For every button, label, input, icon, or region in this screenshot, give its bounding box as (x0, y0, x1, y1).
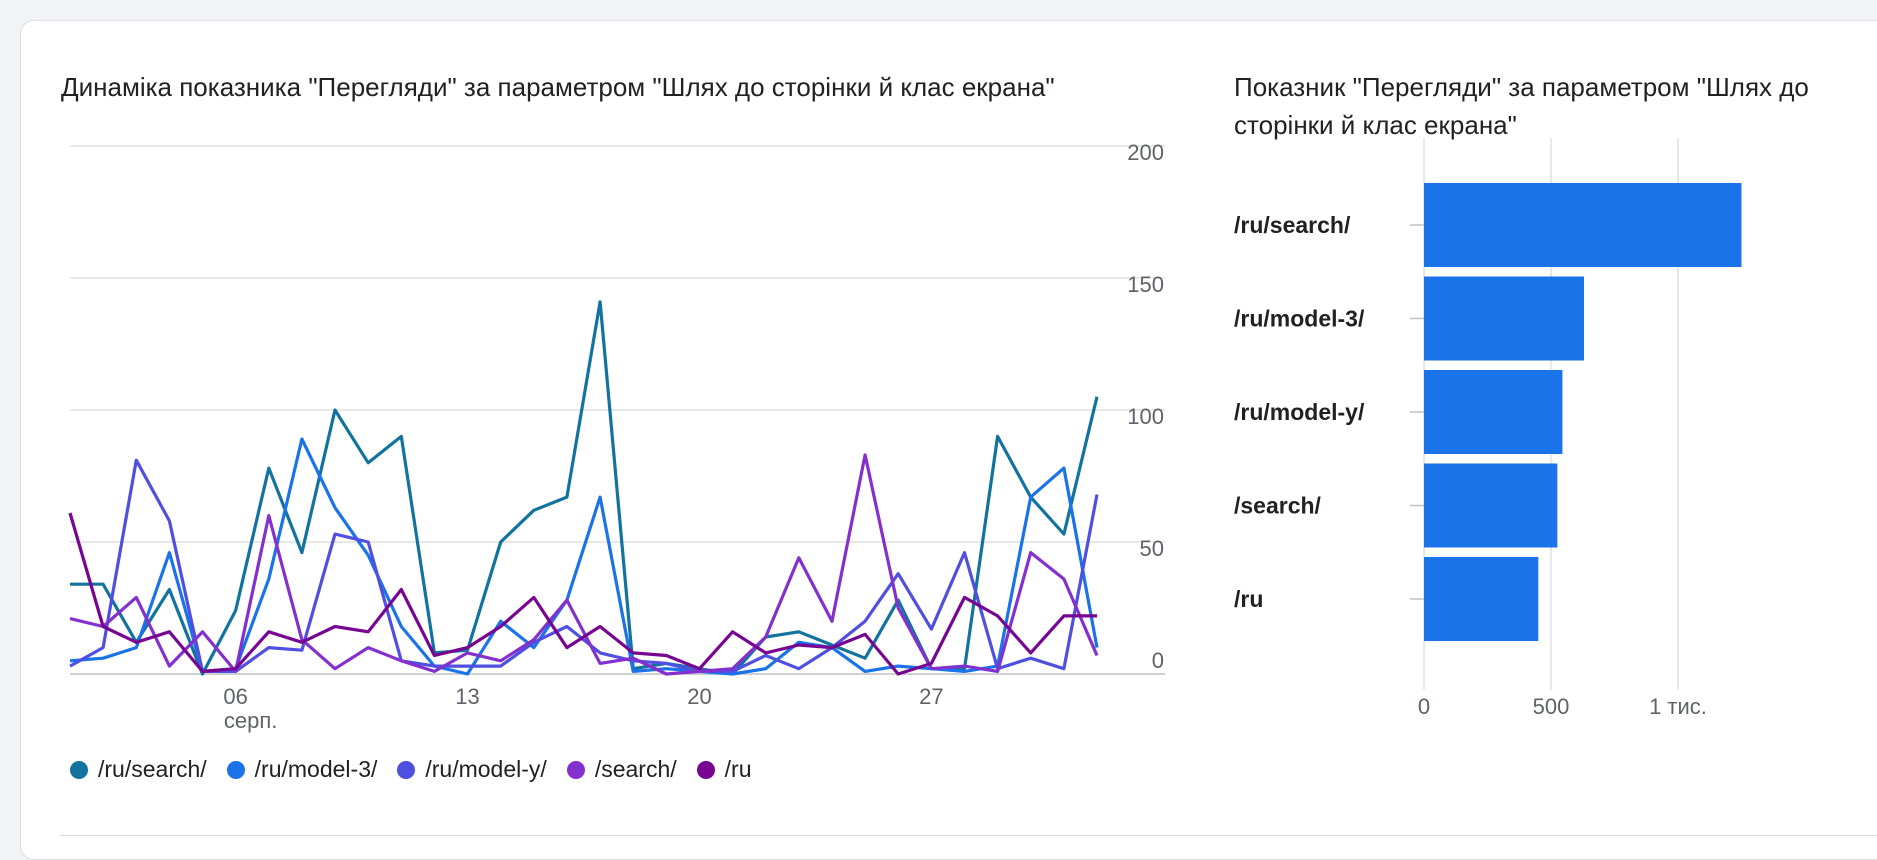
legend-label: /ru (724, 756, 752, 782)
line-chart-title: Динаміка показника "Перегляди" за параме… (61, 72, 1055, 102)
legend-label: /ru/model-3/ (254, 756, 378, 782)
legend-item[interactable]: /search/ (566, 756, 677, 783)
line-x-tick-label: 20 (687, 684, 711, 709)
bar-category-label: /ru (1234, 586, 1263, 612)
legend-dot-icon (696, 760, 715, 779)
legend-label: /search/ (594, 756, 677, 782)
line-y-tick-label: 150 (1127, 272, 1164, 297)
line-series-4 (68, 512, 1097, 676)
line-y-tick-label: 0 (1152, 648, 1164, 673)
legend-item[interactable]: /ru/model-3/ (226, 756, 378, 783)
line-chart-legend: /ru/search/ /ru/model-3/ /ru/model-y/ /sear… (70, 756, 751, 783)
line-x-tick-label: 27 (919, 684, 943, 709)
line-y-tick-label: 100 (1127, 404, 1164, 429)
bar-category-label: /ru/model-3/ (1234, 306, 1365, 332)
bar-x-tick-label: 0 (1418, 694, 1430, 719)
line-x-tick-label: 06 (223, 684, 247, 709)
line-y-tick-label: 50 (1140, 536, 1164, 561)
legend-label: /ru/model-y/ (425, 756, 547, 782)
line-x-tick-label: 13 (455, 684, 479, 709)
line-series-3 (69, 453, 1099, 676)
bar-4 (1424, 557, 1539, 641)
legend-item[interactable]: /ru/model-y/ (397, 756, 547, 783)
bar-x-tick-label: 1 тис. (1649, 694, 1707, 719)
legend-dot-icon (70, 760, 88, 779)
line-y-tick-label: 200 (1127, 140, 1164, 165)
line-series-1 (69, 437, 1099, 676)
line-series-2 (69, 458, 1099, 674)
bar-category-label: /ru/model-y/ (1234, 399, 1365, 425)
line-series-0 (70, 300, 1099, 676)
bar-0 (1424, 183, 1742, 267)
legend-label: /ru/search/ (98, 756, 207, 782)
line-x-tick-sublabel: серп. (224, 708, 278, 733)
legend-dot-icon (566, 760, 585, 779)
bar-2 (1424, 370, 1563, 454)
bar-x-tick-label: 500 (1533, 694, 1570, 719)
legend-item[interactable]: /ru/search/ (70, 756, 207, 783)
bar-chart-title: Показник "Перегляди" за параметром "Шлях… (1234, 72, 1809, 140)
bar-category-label: /search/ (1234, 493, 1322, 519)
bar-1 (1424, 276, 1585, 361)
legend-dot-icon (226, 760, 245, 779)
legend-dot-icon (397, 760, 416, 779)
bottom-divider (60, 835, 1877, 836)
legend-item[interactable]: /ru (696, 756, 752, 783)
bar-category-label: /ru/search/ (1234, 212, 1351, 238)
bar-3 (1424, 463, 1558, 548)
